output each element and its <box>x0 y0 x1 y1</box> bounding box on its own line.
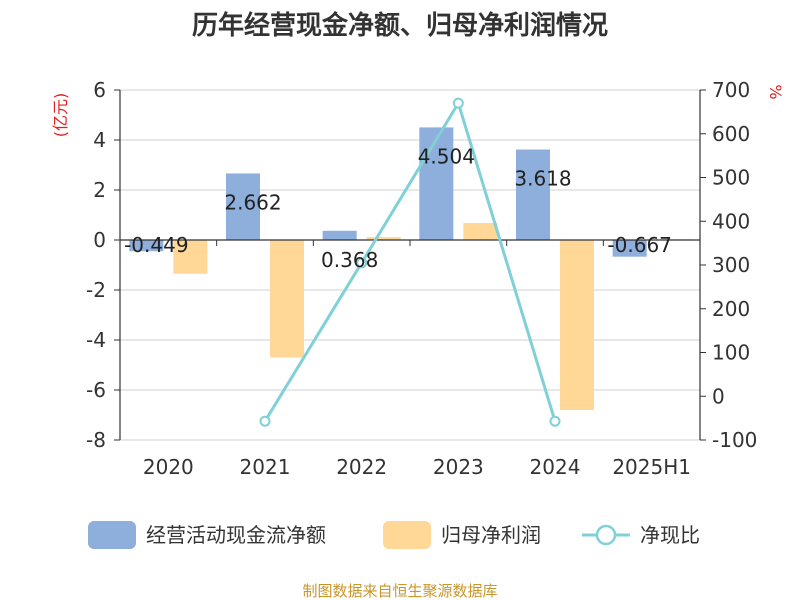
data-labels: -0.449 2.662 0.368 4.504 3.618 -0.667 <box>124 144 672 271</box>
legend-swatch <box>88 521 136 549</box>
chart-title: 历年经营现金净额、归母净利润情况 <box>192 10 608 41</box>
ratio-line-path <box>263 99 557 422</box>
ratio-point <box>452 97 464 109</box>
legend-marker <box>595 524 617 546</box>
left-axis-unit: (亿元) <box>51 93 70 138</box>
left-tick-label: -6 <box>86 378 106 402</box>
ratio-point <box>259 415 271 427</box>
legend[interactable]: 经营活动现金流净额 归母净利润 净现比 <box>88 521 700 549</box>
category-label: 2021 <box>240 455 291 479</box>
right-tick-label: 300 <box>712 253 750 277</box>
cashflow-data-label: -0.667 <box>607 233 671 257</box>
left-tick-label: 2 <box>93 178 106 202</box>
cashflow-data-label: 2.662 <box>224 190 281 214</box>
right-tick-label: 600 <box>712 122 750 146</box>
right-tick-label: 400 <box>712 209 750 233</box>
legend-label: 经营活动现金流净额 <box>146 523 326 547</box>
ratio-point <box>356 257 368 269</box>
left-tick-label: -8 <box>86 428 106 452</box>
cashflow-bar <box>419 127 454 240</box>
category-label: 2024 <box>530 455 581 479</box>
right-tick-label: 700 <box>712 78 750 102</box>
right-axis-unit: % <box>766 84 785 99</box>
bars <box>129 127 691 410</box>
legend-label: 净现比 <box>640 523 700 547</box>
net-profit-bar <box>560 240 594 410</box>
category-label: 2020 <box>143 455 194 479</box>
ratio-point <box>549 415 561 427</box>
left-tick-label: 6 <box>93 78 106 102</box>
left-tick-label: -4 <box>86 328 106 352</box>
legend-swatch <box>383 521 431 549</box>
net-profit-bar <box>173 240 208 274</box>
left-tick-label: 0 <box>93 228 106 252</box>
left-tick-label: 4 <box>93 128 106 152</box>
right-tick-label: 100 <box>712 341 750 365</box>
cashflow-data-label: -0.449 <box>124 233 188 257</box>
cashflow-bar <box>129 240 164 252</box>
cashflow-bar <box>226 173 260 240</box>
category-label: 2022 <box>336 455 387 479</box>
right-tick-label: 0 <box>712 384 725 408</box>
right-tick-label: 500 <box>712 166 750 190</box>
cashflow-data-label: 3.618 <box>514 167 571 191</box>
axes: -8 -6 -4 -2 0 2 4 6 -100 0 100 200 300 400 500 600 700 20… <box>86 78 757 479</box>
left-tick-label: -2 <box>86 278 106 302</box>
net-profit-bar <box>463 223 498 240</box>
cashflow-bar <box>516 149 550 240</box>
cashflow-bar <box>322 230 357 240</box>
cashflow-data-label: 0.368 <box>321 248 378 272</box>
net-profit-bar <box>366 237 401 240</box>
cashflow-bar <box>612 240 647 257</box>
right-tick-label: 200 <box>712 297 750 321</box>
ratio-line <box>259 97 561 427</box>
legend-label: 归母净利润 <box>441 523 541 547</box>
source-note: 制图数据来自恒生聚源数据库 <box>302 582 497 600</box>
category-label: 2023 <box>433 455 484 479</box>
category-label: 2025H1 <box>612 455 691 479</box>
cashflow-data-label: 4.504 <box>418 144 475 168</box>
right-tick-label: -100 <box>712 428 757 452</box>
net-profit-bar <box>270 240 304 358</box>
